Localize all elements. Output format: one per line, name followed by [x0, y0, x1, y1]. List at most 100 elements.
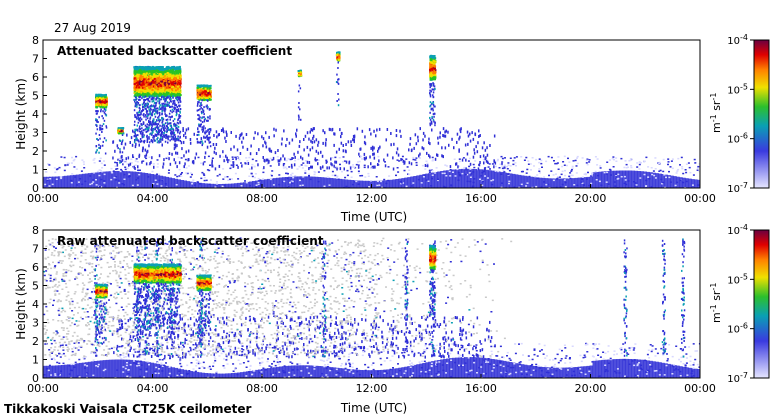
- bl-wisp: [206, 145, 209, 149]
- cloud-cell: [103, 106, 106, 109]
- bl-wisp: [411, 148, 413, 152]
- virga-cell: [167, 123, 169, 125]
- cloud-cell: [153, 69, 156, 72]
- virga-cell: [101, 115, 103, 118]
- bl-cell: [508, 180, 511, 183]
- bl-column: [305, 176, 310, 188]
- bl-cell: [44, 183, 47, 186]
- virga-cell: [163, 109, 165, 112]
- bl-wisp: [217, 133, 220, 137]
- bl-column: [520, 175, 525, 188]
- cloud-cell: [178, 73, 181, 76]
- bl-cell: [503, 166, 506, 168]
- virga-cell: [136, 137, 138, 140]
- bl-cell: [500, 173, 503, 175]
- bl-wisp: [224, 136, 226, 140]
- bl-cell: [563, 178, 565, 180]
- bl-cell: [317, 159, 320, 161]
- bl-cell: [71, 156, 73, 159]
- bl-cell: [421, 164, 424, 167]
- bl-cell: [467, 160, 470, 162]
- bl-cell: [111, 172, 114, 174]
- cloud-cell: [171, 92, 174, 95]
- virga-cell: [169, 118, 171, 121]
- bl-cell: [100, 186, 103, 188]
- bl-cell: [494, 170, 497, 172]
- virga-cell: [154, 139, 156, 142]
- bl-column: [311, 176, 316, 188]
- virga-cell: [164, 106, 166, 109]
- virga-cell: [139, 138, 142, 140]
- bl-cell: [317, 171, 320, 173]
- bl-cell: [594, 156, 597, 158]
- cloud-cell: [152, 85, 155, 88]
- bl-cell: [101, 170, 104, 173]
- virga-cell: [141, 130, 143, 133]
- virga-cell: [95, 118, 97, 121]
- bl-cell: [119, 159, 122, 162]
- bl-cell: [286, 177, 289, 180]
- bl-cell: [472, 171, 475, 173]
- bl-wisp: [350, 144, 353, 147]
- bl-cell: [639, 177, 642, 179]
- bl-wisp: [417, 139, 419, 143]
- bl-cell: [226, 176, 229, 178]
- virga-cell: [177, 129, 180, 132]
- cloud-cell: [140, 69, 143, 72]
- bl-cell: [139, 169, 141, 171]
- bl-cell: [115, 162, 118, 164]
- virga-cell: [148, 121, 150, 124]
- virga-cell: [175, 138, 178, 140]
- bl-wisp: [481, 146, 484, 150]
- bl-cell: [573, 184, 576, 186]
- bl-cell: [431, 169, 434, 172]
- bl-cell: [420, 182, 423, 184]
- bl-column: [129, 171, 134, 188]
- bl-column: [159, 175, 164, 188]
- bl-cell: [179, 173, 182, 175]
- bl-cell: [425, 160, 428, 162]
- bl-cell: [425, 179, 428, 181]
- virga-cell: [142, 108, 144, 111]
- bl-cell: [538, 158, 541, 160]
- bl-cell: [218, 173, 221, 176]
- virga-cell: [137, 102, 139, 105]
- cloud-cell: [153, 91, 156, 94]
- cloud-cell: [135, 77, 138, 80]
- bl-cell: [114, 165, 117, 167]
- bl-cell: [452, 171, 454, 173]
- bl-column: [667, 175, 671, 188]
- bl-cell: [503, 167, 506, 169]
- virga-cell: [136, 128, 139, 131]
- bl-wisp: [378, 127, 381, 131]
- bl-wisp: [145, 153, 148, 157]
- bl-column: [547, 178, 552, 188]
- bl-cell: [457, 171, 460, 174]
- cloud-cell: [146, 76, 149, 79]
- cloud-cell: [145, 78, 148, 80]
- bl-cell: [93, 162, 96, 164]
- bl-cell: [289, 158, 292, 161]
- bl-column: [470, 168, 474, 188]
- bl-cell: [349, 165, 352, 168]
- bl-cell: [46, 179, 49, 182]
- bl-wisp: [171, 152, 173, 156]
- bl-column: [237, 182, 241, 188]
- virga-cell: [165, 103, 167, 106]
- bl-column: [96, 172, 101, 188]
- cloud-cell: [151, 68, 154, 71]
- bl-cell: [403, 169, 406, 172]
- bl-wisp: [436, 153, 439, 157]
- cloud-cell: [160, 66, 163, 69]
- bl-cell: [590, 175, 593, 177]
- bl-wisp: [262, 156, 264, 159]
- bl-cell: [255, 186, 258, 188]
- virga-cell: [149, 133, 151, 136]
- bl-cell: [342, 156, 345, 158]
- bl-cell: [177, 156, 180, 159]
- bl-cell: [547, 183, 550, 186]
- bl-column: [389, 179, 393, 188]
- bl-cell: [135, 158, 138, 160]
- bl-column: [63, 175, 68, 188]
- bl-wisp: [451, 137, 453, 141]
